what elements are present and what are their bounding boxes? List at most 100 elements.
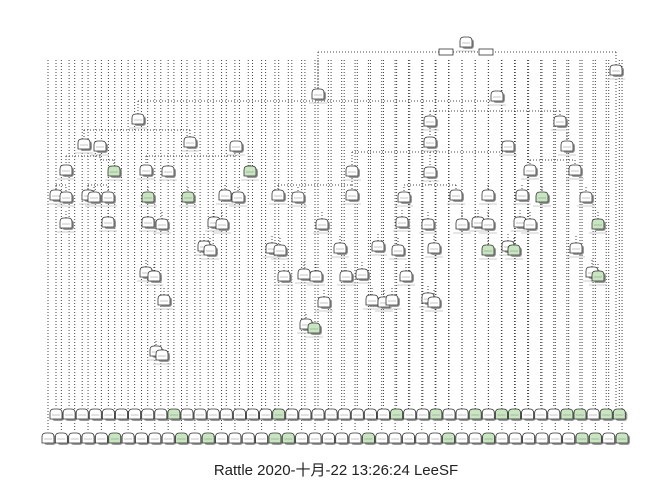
tree-node <box>315 296 333 312</box>
leaf-node-top-31 <box>455 408 471 421</box>
tree-node <box>425 296 443 312</box>
tree-node <box>313 218 331 234</box>
leaf-node-bottom-24 <box>362 432 377 445</box>
leaf-node-bottom-18 <box>281 432 297 445</box>
tree-node <box>75 138 93 154</box>
tree-node <box>57 217 75 233</box>
leaf-node-top-29 <box>429 408 444 421</box>
leaf-node-bottom-6 <box>121 432 137 445</box>
leaf-node-top-33 <box>481 408 497 421</box>
tree-node <box>421 136 439 152</box>
leaf-node-bottom-1 <box>54 432 70 445</box>
leaf-node-top-36 <box>521 408 536 421</box>
tree-node <box>419 218 437 234</box>
leaf-node-top-20 <box>311 408 326 421</box>
tree-node <box>395 191 413 207</box>
leaf-node-bottom-12 <box>201 432 217 445</box>
leaf-node-top-4 <box>102 408 117 421</box>
leaf-node-bottom-43 <box>615 432 631 445</box>
leaf-node-top-41 <box>586 408 602 421</box>
tree-node <box>153 218 171 234</box>
leaf-node-bottom-36 <box>522 432 537 445</box>
leaf-node-top-8 <box>154 408 169 421</box>
leaf-node-top-0 <box>49 408 64 421</box>
tree-node <box>241 165 259 181</box>
tree-node <box>425 242 443 258</box>
tree-node <box>421 166 439 182</box>
leaf-node-top-40 <box>573 408 588 421</box>
leaf-node-top-25 <box>377 408 392 421</box>
split-box <box>478 48 494 56</box>
leaf-node-bottom-15 <box>241 432 257 445</box>
tree-node <box>216 189 234 205</box>
tree-node <box>155 294 173 310</box>
tree-node <box>363 294 381 310</box>
leaf-node-bottom-33 <box>482 432 497 445</box>
tree-node <box>566 164 584 180</box>
tree-node <box>505 244 523 260</box>
leaf-node-bottom-27 <box>402 432 417 445</box>
tree-node <box>513 189 531 205</box>
leaf-node-bottom-37 <box>535 432 550 445</box>
leaf-node-bottom-4 <box>95 432 110 445</box>
tree-node <box>91 140 109 156</box>
leaf-node-top-34 <box>495 408 510 421</box>
tree-node <box>521 164 539 180</box>
leaf-node-bottom-9 <box>161 432 177 445</box>
leaf-node-top-39 <box>560 408 575 421</box>
leaf-node-bottom-25 <box>375 432 390 445</box>
leaf-node-top-21 <box>324 408 340 421</box>
leaf-node-top-3 <box>88 408 104 421</box>
leaf-node-bottom-22 <box>335 432 350 445</box>
leaf-node-top-7 <box>141 408 156 421</box>
leaf-node-top-6 <box>128 408 143 421</box>
leaf-node-top-26 <box>390 408 405 421</box>
tree-node <box>421 115 439 131</box>
tree-node <box>353 268 371 284</box>
leaf-node-bottom-5 <box>108 432 123 445</box>
tree-node <box>389 244 407 260</box>
tree-node <box>479 244 497 260</box>
tree-node <box>295 268 313 284</box>
leaf-node-top-35 <box>508 408 523 421</box>
leaf-node-top-18 <box>285 408 300 421</box>
split-box <box>438 48 454 56</box>
leaf-node-bottom-35 <box>508 432 524 445</box>
tree-node <box>269 189 287 205</box>
leaf-node-bottom-19 <box>295 432 310 445</box>
leaf-node-top-15 <box>246 408 261 421</box>
leaf-node-bottom-34 <box>495 432 510 445</box>
leaf-node-bottom-26 <box>388 432 404 445</box>
tree-node <box>57 164 75 180</box>
tree-node <box>275 270 293 286</box>
leaf-node-top-38 <box>547 408 562 421</box>
leaf-node-top-30 <box>442 408 457 421</box>
tree-node <box>227 140 245 156</box>
tree-node <box>589 218 607 234</box>
leaf-node-top-42 <box>599 408 615 421</box>
leaf-node-bottom-16 <box>255 432 270 445</box>
leaf-node-top-24 <box>364 408 379 421</box>
tree-edges <box>47 51 623 432</box>
leaf-node-bottom-11 <box>188 432 203 445</box>
leaf-node-bottom-29 <box>428 432 444 445</box>
tree-node <box>551 115 569 131</box>
leaf-node-bottom-10 <box>175 432 190 445</box>
leaf-node-top-14 <box>233 408 248 421</box>
tree-node <box>577 191 595 207</box>
leaf-node-bottom-8 <box>148 432 163 445</box>
leaf-node-bottom-20 <box>308 432 323 445</box>
tree-node <box>558 140 576 156</box>
leaf-node-top-5 <box>115 408 130 421</box>
tree-node <box>369 240 387 256</box>
tree-node <box>139 191 157 207</box>
tree-node <box>271 244 289 260</box>
leaf-node-top-12 <box>206 408 222 421</box>
tree-node <box>337 270 355 286</box>
leaf-node-top-22 <box>337 408 353 421</box>
tree-node <box>521 218 539 234</box>
leaf-node-bottom-39 <box>562 432 577 445</box>
leaf-node-top-2 <box>75 408 91 421</box>
tree-node <box>229 191 247 207</box>
